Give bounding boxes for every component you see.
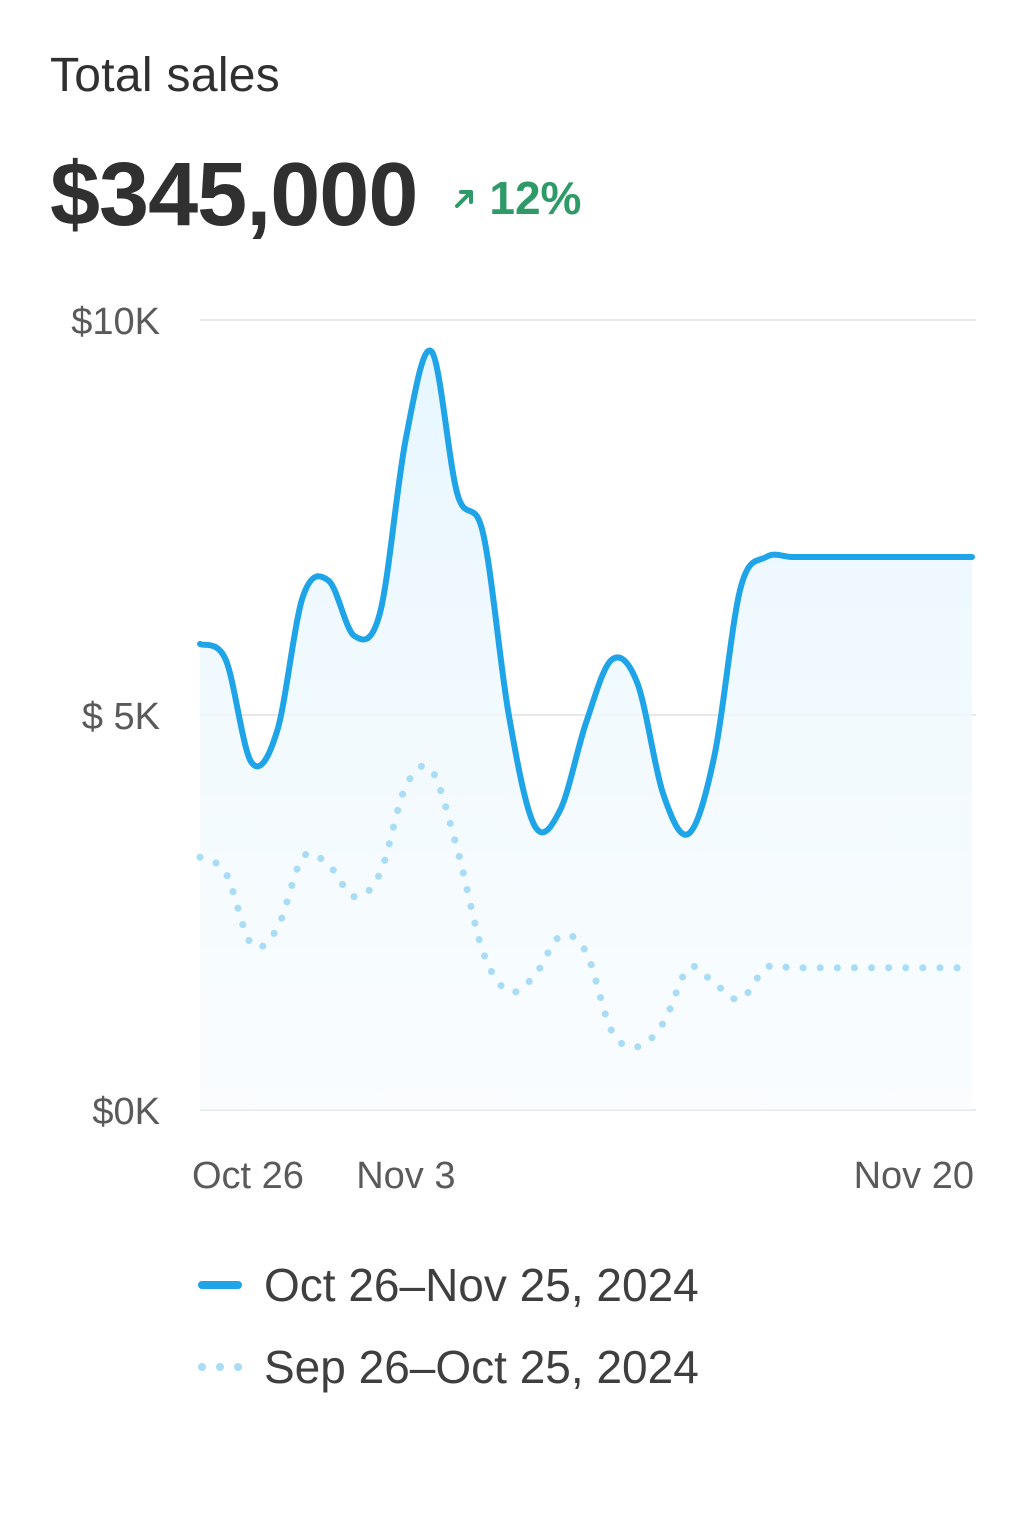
x-tick-label: Oct 26: [192, 1155, 304, 1197]
series-line-0: [197, 347, 975, 838]
arrow-up-right-icon: [455, 190, 474, 208]
sales-line-chart: $10K $ 5K $0K Oct 26 Nov 3 Nov 20: [71, 301, 976, 1197]
y-tick-label: $10K: [71, 301, 160, 343]
headline-row: $345,000 12%: [50, 150, 581, 240]
x-tick-label: Nov 20: [854, 1155, 974, 1197]
legend-label-current: Oct 26–Nov 25, 2024: [264, 1259, 699, 1311]
legend-swatch-solid: [198, 1281, 242, 1289]
legend: Oct 26–Nov 25, 2024 Sep 26–Oct 25, 2024: [198, 1254, 699, 1418]
series-layer: [196, 347, 976, 1110]
y-tick-label: $0K: [92, 1091, 160, 1133]
chart-title: Total sales: [50, 49, 281, 102]
series-line-1: [196, 762, 976, 1051]
x-tick-label: Nov 3: [356, 1155, 455, 1197]
change-percent: 12%: [489, 172, 582, 224]
legend-item-current[interactable]: Oct 26–Nov 25, 2024: [198, 1254, 699, 1316]
y-tick-label: $ 5K: [82, 696, 160, 738]
x-axis: Oct 26 Nov 3 Nov 20: [192, 1155, 974, 1197]
legend-label-previous: Sep 26–Oct 25, 2024: [264, 1341, 699, 1393]
change-badge: 12%: [451, 171, 581, 225]
legend-swatch-dotted: [198, 1363, 242, 1371]
legend-item-previous[interactable]: Sep 26–Oct 25, 2024: [198, 1336, 699, 1398]
y-axis: $10K $ 5K $0K: [71, 301, 160, 1133]
total-sales-value: $345,000: [50, 145, 418, 245]
